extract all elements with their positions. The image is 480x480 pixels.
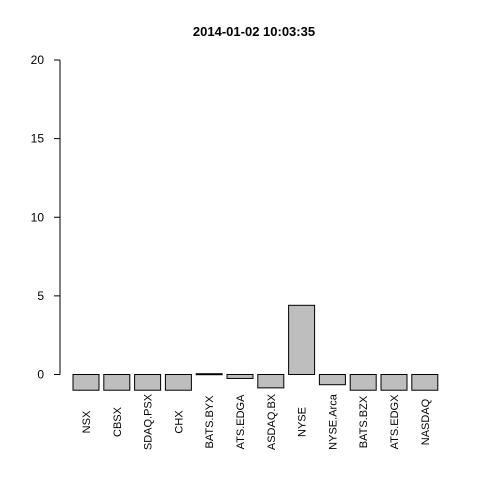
x-tick-label: CBSX (112, 406, 124, 437)
y-axis: 0 5 10 15 20 (31, 53, 61, 382)
x-tick-label: BATS.BZX (358, 395, 370, 448)
x-tick-label: NSX (81, 410, 93, 433)
bar (195, 373, 223, 376)
bar (380, 374, 408, 391)
y-tick-label: 0 (37, 368, 44, 382)
bar (103, 374, 131, 391)
x-tick-label: NASDAQ (420, 398, 432, 445)
chart-title: 2014-01-02 10:03:35 (193, 24, 315, 39)
bar (134, 374, 162, 391)
x-tick-label: ASDAQ.BX (266, 393, 278, 450)
bar (318, 374, 346, 386)
bar (288, 304, 316, 375)
x-tick-label: SDAQ.PSX (143, 393, 155, 450)
bars (72, 304, 439, 391)
bar (349, 374, 377, 391)
x-tick-label: ATS.EDGX (389, 394, 401, 449)
x-axis-labels: NSX CBSX SDAQ.PSX CHX BATS.BYX ATS.EDGA ASDAQ.… (81, 393, 432, 450)
bar (226, 374, 254, 379)
y-tick-label: 15 (31, 132, 45, 146)
bar (72, 374, 100, 391)
x-tick-label: CHX (173, 410, 185, 434)
y-tick-label: 5 (37, 289, 44, 303)
y-tick-label: 10 (31, 210, 45, 224)
bar (164, 374, 192, 391)
y-tick-label: 20 (31, 53, 45, 67)
bar (411, 374, 439, 391)
x-tick-label: ATS.EDGA (235, 394, 247, 449)
x-tick-label: NYSE.Arca (327, 393, 339, 450)
bar (257, 374, 285, 389)
x-tick-label: NYSE (297, 407, 309, 437)
x-tick-label: BATS.BYX (204, 395, 216, 449)
